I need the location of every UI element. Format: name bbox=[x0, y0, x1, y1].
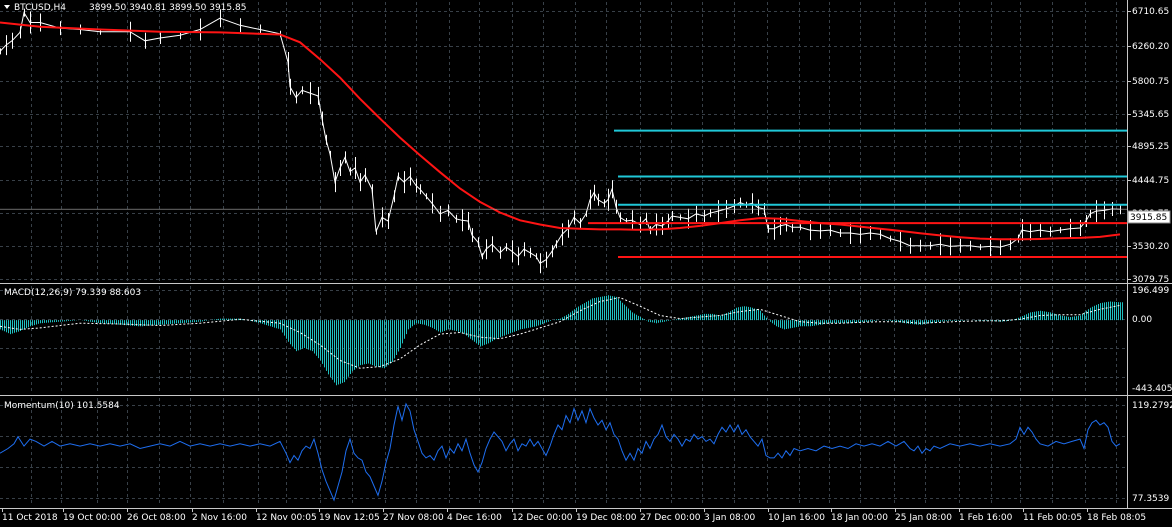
moving-average-line bbox=[0, 21, 1121, 241]
macd-tick-label: 0.00 bbox=[1132, 315, 1152, 325]
time-tick-label: 18 Jan 00:00 bbox=[831, 513, 888, 523]
time-tick-label: 27 Dec 00:00 bbox=[640, 513, 701, 523]
macd-tick-label: 196.499 bbox=[1132, 286, 1169, 296]
last-price-marker: 3915.85 bbox=[1127, 210, 1171, 224]
macd-tick-label: -443.405 bbox=[1132, 384, 1172, 394]
time-tick-label: 19 Oct 00:00 bbox=[63, 513, 122, 523]
momentum-pane bbox=[0, 402, 1121, 502]
ohlc-values: 3899.50 3940.81 3899.50 3915.85 bbox=[89, 3, 246, 13]
macd-signal-line bbox=[0, 297, 1121, 369]
pane-frames bbox=[0, 0, 1172, 509]
time-tick-label: 11 Feb 00:05 bbox=[1023, 513, 1082, 523]
price-tick-label: 4444.75 bbox=[1132, 176, 1169, 186]
price-tick-label: 3079.75 bbox=[1132, 275, 1169, 285]
time-tick-label: 27 Nov 08:00 bbox=[383, 513, 444, 523]
time-tick-label: 19 Nov 12:05 bbox=[319, 513, 380, 523]
macd-title: MACD(12,26,9) 79.339 88.603 bbox=[4, 288, 141, 298]
price-marks bbox=[0, 8, 1127, 274]
momentum-title: Momentum(10) 101.5584 bbox=[4, 401, 120, 411]
time-tick-label: 25 Jan 08:00 bbox=[895, 513, 952, 523]
time-tick-label: 11 Oct 2018 bbox=[2, 513, 58, 523]
momentum-line bbox=[0, 402, 1121, 502]
time-tick-label: 3 Jan 08:00 bbox=[704, 513, 756, 523]
time-tick-label: 19 Dec 08:00 bbox=[576, 513, 637, 523]
time-tick-label: 18 Feb 08:05 bbox=[1087, 513, 1146, 523]
time-tick-label: 12 Dec 00:00 bbox=[512, 513, 573, 523]
grid-lines bbox=[0, 2, 1127, 506]
time-tick-label: 10 Jan 16:00 bbox=[768, 513, 825, 523]
price-tick-label: 6710.65 bbox=[1132, 7, 1169, 17]
main-title[interactable]: BTCUSD,H4 3899.50 3940.81 3899.50 3915.8… bbox=[4, 3, 246, 13]
price-tick-label: 4895.25 bbox=[1132, 142, 1169, 152]
price-line bbox=[0, 11, 1121, 264]
momentum-tick-label: 77.3539 bbox=[1132, 494, 1169, 504]
price-tick-label: 5800.75 bbox=[1132, 77, 1169, 87]
price-tick-label: 6260.20 bbox=[1132, 42, 1169, 52]
time-tick-label: 2 Nov 16:00 bbox=[192, 513, 247, 523]
last-price-label: 3915.85 bbox=[1130, 213, 1167, 223]
macd-pane bbox=[0, 295, 1123, 386]
symbol-timeframe: BTCUSD,H4 bbox=[14, 3, 66, 13]
dropdown-triangle-icon[interactable] bbox=[4, 5, 10, 9]
price-axis: 6710.65 6260.20 5800.75 5345.65 4895.25 4444.… bbox=[1127, 7, 1172, 504]
time-tick-label: 1 Feb 16:00 bbox=[959, 513, 1013, 523]
time-tick-label: 26 Oct 08:00 bbox=[127, 513, 186, 523]
price-tick-label: 5345.65 bbox=[1132, 110, 1169, 120]
time-tick-label: 12 Nov 00:05 bbox=[256, 513, 317, 523]
time-axis: 11 Oct 2018 19 Oct 00:00 26 Oct 08:00 2 Nov… bbox=[2, 508, 1146, 523]
time-tick-label: 4 Dec 16:00 bbox=[447, 513, 502, 523]
price-tick-label: 3530.20 bbox=[1132, 242, 1169, 252]
momentum-tick-label: 119.2792 bbox=[1132, 401, 1172, 411]
